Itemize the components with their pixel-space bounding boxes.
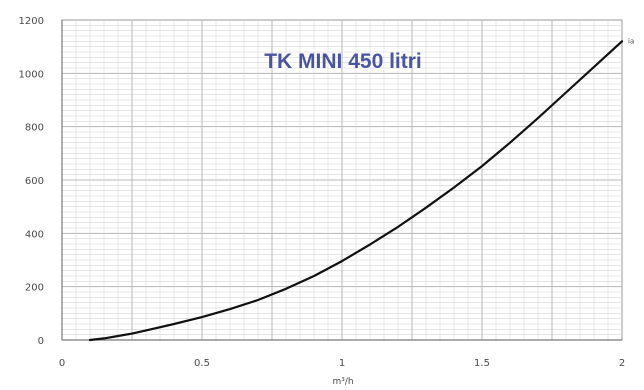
series-layer: ia <box>88 37 634 342</box>
y-tick-label: 0 <box>38 336 44 347</box>
chart-title: TK MINI 450 litri <box>264 50 422 73</box>
series-label: ia <box>628 37 634 45</box>
y-tick-label: 400 <box>25 229 44 240</box>
x-tick-label: 0 <box>59 358 65 369</box>
series-line <box>88 40 624 342</box>
x-tick-label: 2 <box>619 358 625 369</box>
y-tick-label: 1200 <box>19 16 44 27</box>
ticks: 0 0.5 1 1.5 2 0 200 400 600 800 1000 1200 <box>19 16 626 369</box>
axes <box>61 20 622 341</box>
y-tick-label: 800 <box>25 123 44 134</box>
x-tick-label: 1 <box>339 358 345 369</box>
y-tick-label: 1000 <box>19 69 44 80</box>
y-tick-label: 200 <box>25 283 44 294</box>
y-tick-label: 600 <box>25 176 44 187</box>
grid <box>61 19 623 341</box>
x-tick-label: 1.5 <box>474 358 490 369</box>
x-tick-label: 0.5 <box>194 358 210 369</box>
x-axis-label: m³/h <box>332 377 353 387</box>
